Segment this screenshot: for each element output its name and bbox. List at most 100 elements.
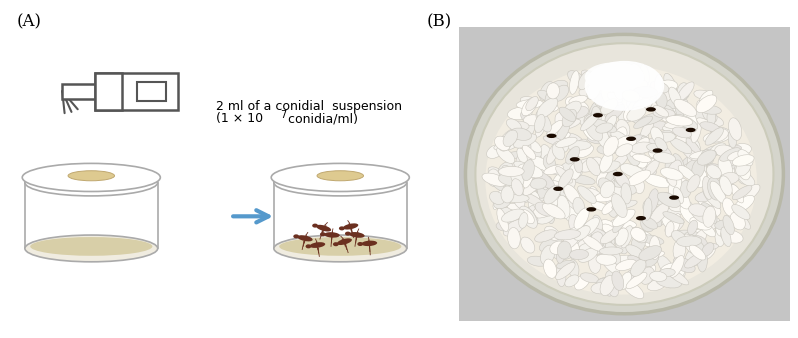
Ellipse shape: [580, 157, 602, 172]
Ellipse shape: [512, 187, 525, 209]
Ellipse shape: [630, 138, 650, 157]
Ellipse shape: [557, 241, 571, 259]
Ellipse shape: [653, 105, 669, 117]
Ellipse shape: [499, 174, 519, 186]
Ellipse shape: [566, 146, 579, 164]
Ellipse shape: [580, 273, 598, 283]
Ellipse shape: [590, 227, 612, 244]
Ellipse shape: [523, 145, 535, 159]
Ellipse shape: [656, 92, 667, 108]
Ellipse shape: [500, 127, 523, 144]
Ellipse shape: [613, 152, 629, 168]
Ellipse shape: [593, 113, 603, 118]
Ellipse shape: [613, 212, 628, 233]
Ellipse shape: [649, 134, 662, 157]
Ellipse shape: [555, 137, 577, 147]
Ellipse shape: [658, 192, 681, 208]
Ellipse shape: [687, 144, 698, 165]
Ellipse shape: [523, 176, 542, 195]
Ellipse shape: [547, 134, 556, 138]
Ellipse shape: [634, 259, 647, 276]
Ellipse shape: [623, 106, 634, 121]
Ellipse shape: [694, 230, 707, 245]
Ellipse shape: [569, 214, 579, 234]
Ellipse shape: [589, 114, 607, 128]
Ellipse shape: [621, 183, 631, 204]
Ellipse shape: [610, 219, 637, 228]
Ellipse shape: [645, 207, 662, 226]
Ellipse shape: [595, 115, 609, 133]
Ellipse shape: [581, 113, 600, 131]
Ellipse shape: [703, 131, 730, 143]
Ellipse shape: [538, 90, 556, 102]
Ellipse shape: [578, 145, 594, 158]
Ellipse shape: [609, 145, 630, 153]
Ellipse shape: [577, 101, 589, 116]
Ellipse shape: [736, 169, 748, 184]
Ellipse shape: [688, 139, 701, 160]
Ellipse shape: [553, 85, 569, 101]
Ellipse shape: [739, 185, 760, 203]
Ellipse shape: [624, 110, 647, 126]
Ellipse shape: [564, 225, 589, 239]
Ellipse shape: [556, 261, 575, 269]
Ellipse shape: [559, 160, 579, 172]
Ellipse shape: [579, 71, 591, 90]
Ellipse shape: [547, 202, 555, 224]
Ellipse shape: [358, 242, 363, 246]
Ellipse shape: [730, 214, 747, 225]
Ellipse shape: [650, 81, 669, 93]
Ellipse shape: [703, 206, 716, 227]
Ellipse shape: [732, 204, 750, 219]
Ellipse shape: [25, 169, 158, 196]
Ellipse shape: [641, 217, 654, 232]
Ellipse shape: [526, 97, 539, 111]
Ellipse shape: [701, 202, 717, 224]
Ellipse shape: [599, 220, 616, 232]
Ellipse shape: [650, 236, 660, 260]
Ellipse shape: [723, 150, 743, 167]
Ellipse shape: [614, 75, 626, 99]
Ellipse shape: [519, 206, 537, 228]
Ellipse shape: [476, 43, 773, 305]
Ellipse shape: [615, 260, 637, 271]
Ellipse shape: [688, 220, 697, 235]
Ellipse shape: [587, 80, 601, 100]
Ellipse shape: [634, 151, 648, 168]
Ellipse shape: [554, 119, 581, 130]
Ellipse shape: [597, 144, 619, 154]
Ellipse shape: [692, 159, 705, 178]
Ellipse shape: [733, 195, 754, 212]
Ellipse shape: [361, 241, 377, 246]
Ellipse shape: [531, 156, 550, 171]
Ellipse shape: [674, 99, 697, 117]
Ellipse shape: [621, 226, 633, 248]
Ellipse shape: [519, 213, 528, 228]
Ellipse shape: [540, 145, 554, 168]
Ellipse shape: [574, 208, 589, 229]
Ellipse shape: [617, 141, 635, 156]
Ellipse shape: [537, 98, 558, 118]
Ellipse shape: [733, 210, 750, 229]
Ellipse shape: [597, 170, 608, 187]
Ellipse shape: [678, 115, 694, 129]
Ellipse shape: [640, 235, 664, 245]
Ellipse shape: [496, 220, 519, 232]
Ellipse shape: [703, 145, 725, 156]
Ellipse shape: [555, 166, 572, 183]
Ellipse shape: [546, 131, 571, 142]
Ellipse shape: [730, 212, 745, 230]
Ellipse shape: [586, 114, 607, 123]
Ellipse shape: [592, 215, 602, 232]
Ellipse shape: [610, 179, 622, 198]
Ellipse shape: [613, 172, 628, 186]
Ellipse shape: [570, 71, 579, 94]
Ellipse shape: [349, 232, 365, 238]
Ellipse shape: [576, 106, 587, 127]
Ellipse shape: [568, 260, 579, 278]
Ellipse shape: [508, 107, 532, 120]
Ellipse shape: [700, 122, 720, 131]
Ellipse shape: [698, 105, 721, 114]
Ellipse shape: [555, 263, 575, 280]
Ellipse shape: [585, 116, 602, 128]
